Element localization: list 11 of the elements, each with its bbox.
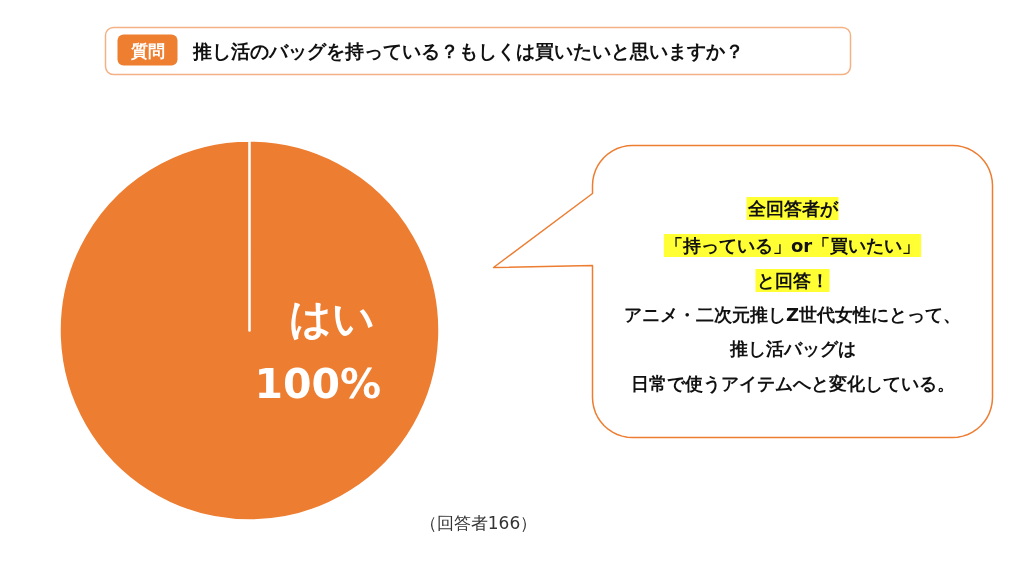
slice-label: はい [288,294,375,344]
text: 推し活バッグは [728,338,856,359]
text: アニメ・二次元推しZ世代女性にとって、 [623,304,962,325]
text: 全回答者が [746,198,839,219]
chart-title: 推し活のバッグを持っている？もしくは買いたいと思いますか？ [191,39,744,62]
text: （回答者166） [419,512,538,533]
text: 日常で使うアイテムへと変化している。 [630,373,955,394]
text: と回答！ [756,270,829,291]
data-label: 100% [254,359,382,408]
text: 「持っている」or「買いたい」 [664,235,921,256]
text: 質問 [129,40,165,61]
